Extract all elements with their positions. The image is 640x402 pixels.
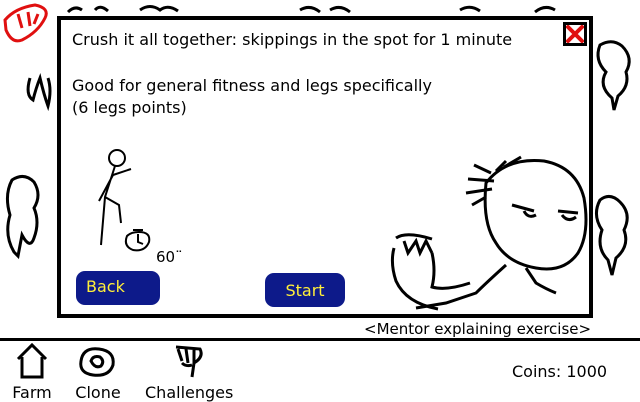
nav-challenges-label: Challenges <box>145 383 234 402</box>
nav-clone[interactable]: Clone <box>73 343 123 402</box>
close-button[interactable] <box>563 22 587 46</box>
coins-counter: Coins: 1000 <box>512 362 608 381</box>
timer-label: 60¨ <box>156 248 183 266</box>
stopwatch-icon <box>124 229 151 252</box>
nav-challenges[interactable]: Challenges <box>145 343 233 402</box>
exercise-dialog: Crush it all together: skippings in the … <box>57 16 593 318</box>
challenges-icon <box>176 345 203 378</box>
nav-farm[interactable]: Farm <box>10 342 54 402</box>
clone-icon <box>79 347 115 377</box>
nav-farm-label: Farm <box>12 383 52 402</box>
exercise-title: Crush it all together: skippings in the … <box>72 30 513 49</box>
close-icon <box>566 25 584 43</box>
back-button[interactable]: Back <box>76 271 160 305</box>
mentor-caption: <Mentor explaining exercise> <box>364 320 592 338</box>
start-button[interactable]: Start <box>265 273 345 307</box>
mentor-character <box>390 155 588 311</box>
exercise-description: Good for general fitness and legs specif… <box>72 76 432 117</box>
bottom-divider <box>0 338 640 341</box>
farm-icon <box>16 342 48 379</box>
nav-clone-label: Clone <box>75 383 121 402</box>
skipping-figure-icon <box>98 149 132 246</box>
